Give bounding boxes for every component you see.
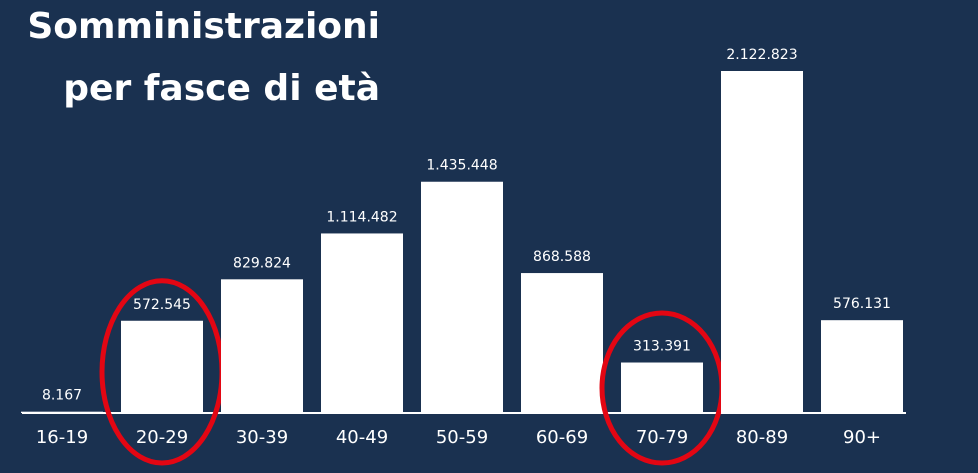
value-label: 313.391 xyxy=(633,339,691,355)
bar xyxy=(221,279,303,413)
chart-title: Somministrazioni xyxy=(27,6,380,47)
value-label: 2.122.823 xyxy=(726,47,797,63)
value-label: 868.588 xyxy=(533,249,591,265)
bar xyxy=(321,233,403,413)
x-tick-label: 50-59 xyxy=(436,427,488,448)
value-label: 829.824 xyxy=(233,255,291,271)
bar xyxy=(621,362,703,413)
value-label: 8.167 xyxy=(42,388,82,404)
bar xyxy=(521,273,603,413)
x-tick-label: 30-39 xyxy=(236,427,288,448)
x-tick-label: 20-29 xyxy=(136,427,188,448)
x-tick-label: 40-49 xyxy=(336,427,388,448)
chart-title: per fasce di età xyxy=(63,68,380,109)
x-tick-label: 60-69 xyxy=(536,427,588,448)
value-label: 572.545 xyxy=(133,297,191,313)
bar xyxy=(821,320,903,413)
x-tick-label: 70-79 xyxy=(636,427,688,448)
value-label: 1.435.448 xyxy=(426,158,497,174)
bar xyxy=(721,71,803,413)
bar xyxy=(21,411,103,413)
bar xyxy=(421,181,503,413)
value-label: 576.131 xyxy=(833,296,891,312)
x-tick-label: 90+ xyxy=(843,427,881,448)
x-tick-label: 80-89 xyxy=(736,427,788,448)
x-tick-label: 16-19 xyxy=(36,427,88,448)
bar xyxy=(121,320,203,413)
value-label: 1.114.482 xyxy=(326,209,397,225)
